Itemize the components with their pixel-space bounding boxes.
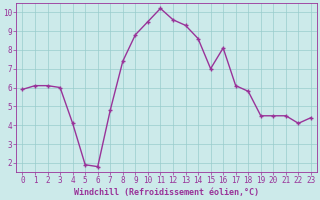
X-axis label: Windchill (Refroidissement éolien,°C): Windchill (Refroidissement éolien,°C) — [74, 188, 259, 197]
